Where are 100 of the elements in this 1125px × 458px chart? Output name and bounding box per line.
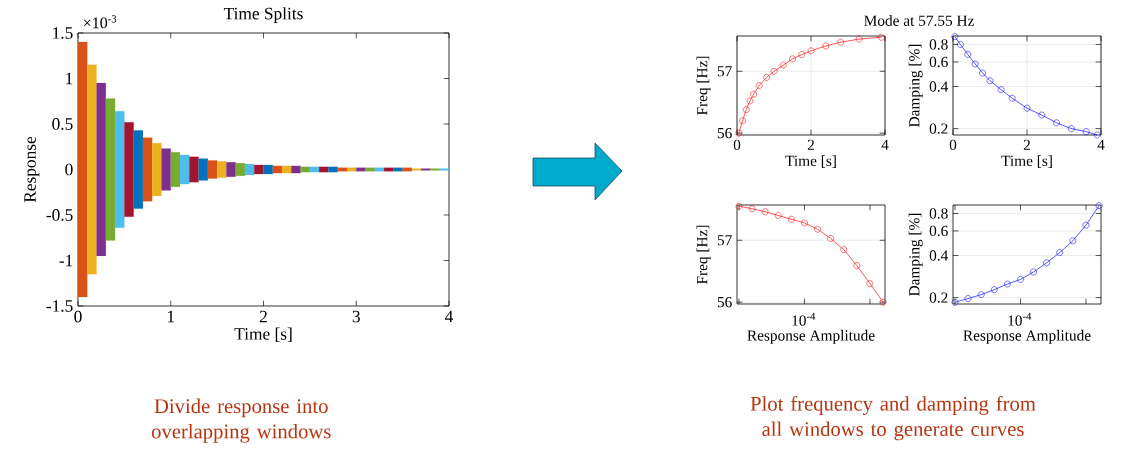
- x-tick-label: 4: [445, 310, 454, 323]
- point: [879, 298, 887, 306]
- y-tick-label: 56: [717, 128, 732, 139]
- point: [789, 55, 796, 63]
- y-tick-label: 0.4: [929, 81, 949, 92]
- y-tick-label: 0.6: [929, 225, 948, 237]
- point: [735, 202, 743, 210]
- point: [822, 42, 830, 50]
- x-tick-label: 0: [733, 139, 741, 151]
- bar: [115, 111, 125, 228]
- y-axis-title: Damping [%]: [908, 213, 923, 296]
- point: [761, 208, 769, 216]
- y-tick-label: 57: [717, 235, 732, 246]
- bar: [337, 167, 348, 172]
- bar: [207, 160, 218, 179]
- bar: [291, 165, 301, 174]
- bar: [189, 156, 199, 183]
- y-axis-title: Freq [Hz]: [696, 56, 711, 116]
- y-tick-label: -1: [59, 254, 73, 267]
- bar: [124, 122, 134, 217]
- bar: [161, 148, 171, 191]
- bar: [263, 164, 273, 175]
- point: [739, 117, 746, 125]
- point: [964, 51, 972, 58]
- point: [840, 246, 848, 253]
- bar: [198, 158, 208, 181]
- y-axis-title: Freq [Hz]: [696, 225, 711, 285]
- point: [951, 299, 959, 306]
- text: Divide response into overlapping windows: [151, 398, 331, 443]
- bar: [96, 82, 106, 257]
- point: [877, 33, 885, 41]
- text: 10$^{-4}$: [1008, 312, 1032, 326]
- point: [855, 35, 863, 43]
- point: [807, 47, 815, 55]
- bar: [105, 98, 116, 241]
- x-tick-label: 2: [1023, 139, 1030, 150]
- point: [742, 106, 750, 113]
- bar: [133, 130, 143, 209]
- bar: [87, 64, 97, 275]
- point: [964, 295, 972, 302]
- bar: [244, 163, 255, 176]
- y-tick-label: 1: [66, 72, 73, 85]
- point: [774, 212, 782, 219]
- bar: [402, 167, 412, 172]
- point: [837, 38, 844, 46]
- point: [990, 286, 998, 293]
- point: [788, 215, 795, 223]
- point: [1056, 249, 1064, 256]
- y-tick-label: 0.2: [929, 292, 948, 303]
- point: [971, 60, 979, 68]
- point: [827, 235, 834, 242]
- point: [977, 291, 985, 298]
- point: [770, 67, 778, 75]
- y-tick-label: 57: [717, 66, 732, 77]
- x-axis-title: Time [s]: [1001, 155, 1052, 168]
- bar: [319, 166, 329, 173]
- bar: [393, 167, 403, 172]
- point: [801, 219, 808, 227]
- x-axis-title: Time [s]: [785, 155, 836, 168]
- y-tick-label: -1.5: [46, 300, 73, 312]
- x-tick-label: 2: [259, 310, 267, 323]
- bar: [365, 167, 375, 172]
- point: [1023, 104, 1031, 112]
- bar: [300, 166, 310, 173]
- bar: [384, 167, 394, 172]
- x-axis-title: Time [s]: [234, 327, 292, 342]
- point: [735, 129, 743, 137]
- bar: [226, 162, 236, 177]
- x-tick-label: 0: [74, 310, 82, 323]
- point: [1030, 268, 1037, 276]
- y-tick-label: 0.8: [929, 208, 948, 219]
- chart-title: Time Splits: [223, 7, 303, 23]
- line-series: [951, 33, 1101, 139]
- point: [1038, 111, 1046, 119]
- point: [779, 61, 787, 69]
- point: [866, 280, 874, 287]
- bar: [77, 42, 88, 297]
- point: [1017, 276, 1024, 283]
- y-axis-title: Response: [24, 136, 40, 203]
- x-tick-label: 4: [1097, 139, 1105, 150]
- point: [1068, 125, 1075, 132]
- point: [951, 33, 959, 40]
- x-tick-label: 0: [949, 139, 957, 151]
- y-axis-title: Damping [%]: [908, 44, 923, 128]
- bar: [346, 167, 357, 172]
- point: [1004, 280, 1011, 288]
- bar: [356, 167, 366, 172]
- point: [986, 77, 994, 85]
- bar: [272, 165, 283, 174]
- bar: [309, 166, 320, 173]
- point: [755, 82, 763, 89]
- point: [853, 262, 861, 269]
- y-tick-label: 0.5: [52, 118, 73, 130]
- point: [763, 74, 770, 81]
- bar: [142, 137, 153, 202]
- text: Mode at 57.55 Hz: [864, 15, 974, 26]
- bar: [235, 163, 246, 176]
- x-tick-label: 2: [807, 139, 814, 150]
- point: [997, 86, 1005, 93]
- y-tick-label: 56: [717, 297, 732, 308]
